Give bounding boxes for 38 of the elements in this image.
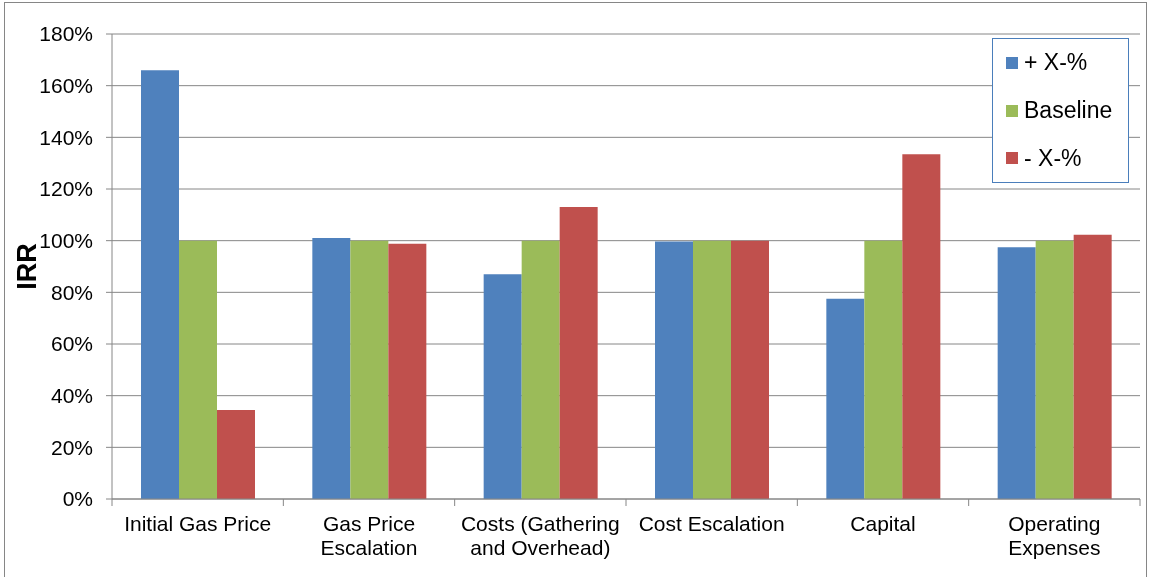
bar	[1073, 234, 1112, 499]
bar	[312, 238, 351, 499]
legend-label: Baseline	[1024, 97, 1113, 124]
x-tick-label: Costs (Gathering and Overhead)	[460, 512, 620, 559]
x-tick-label: Initial Gas Price	[124, 512, 272, 535]
bar	[141, 70, 179, 499]
legend-label: - X-%	[1024, 144, 1082, 172]
y-tick-label: 100%	[39, 229, 93, 253]
y-tick-label: 140%	[39, 125, 93, 149]
x-tick-label: Operating Expenses	[1008, 512, 1101, 559]
x-tick-label: Cost Escalation	[638, 512, 785, 535]
legend-label: + X-%	[1024, 49, 1088, 77]
bar	[826, 298, 865, 499]
y-tick-label: 60%	[50, 332, 93, 356]
y-tick-label: 40%	[50, 384, 93, 408]
bar	[559, 207, 598, 499]
y-tick-label: 120%	[39, 177, 93, 201]
bar	[483, 274, 522, 499]
bar	[1035, 240, 1074, 499]
y-tick-label: 160%	[39, 74, 93, 98]
bar	[864, 240, 903, 499]
bar	[179, 240, 217, 499]
y-tick-label: 180%	[39, 22, 93, 46]
bar	[655, 241, 693, 499]
bar	[350, 240, 389, 499]
y-tick-label: 80%	[50, 280, 93, 304]
bar	[521, 240, 560, 499]
bar	[217, 409, 255, 499]
bar	[388, 243, 427, 499]
y-tick-label: 0%	[62, 487, 93, 511]
bar	[902, 154, 941, 499]
x-tick-label: Gas Price Escalation	[320, 512, 418, 559]
bar	[731, 240, 769, 499]
x-tick-label: Capital	[850, 512, 916, 535]
bar	[997, 247, 1036, 499]
y-axis-title: IRR	[12, 243, 42, 290]
y-tick-label: 20%	[50, 435, 93, 459]
bar	[693, 240, 731, 499]
